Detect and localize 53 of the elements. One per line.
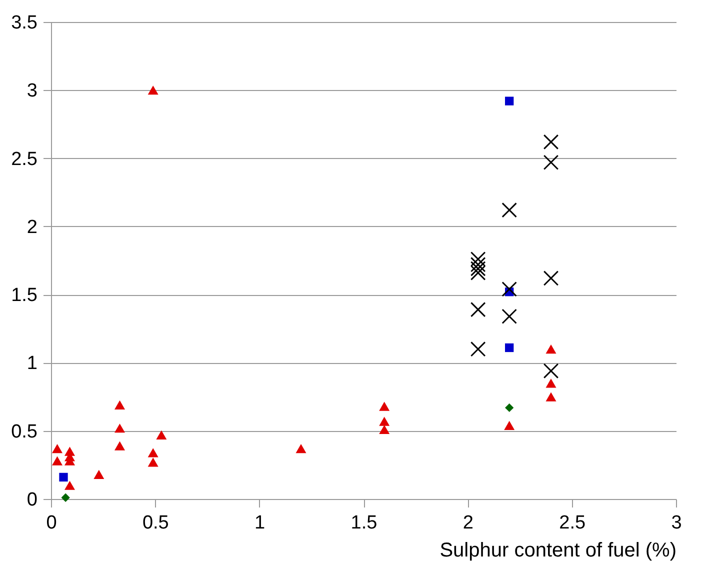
point <box>52 456 62 466</box>
point <box>379 416 390 426</box>
point <box>504 420 515 430</box>
point <box>543 154 559 170</box>
point <box>502 202 517 218</box>
point <box>470 251 486 267</box>
x-tick-label: 2 <box>462 512 474 534</box>
point <box>470 341 486 357</box>
point <box>502 308 517 324</box>
x-tick-label: 3 <box>671 512 682 534</box>
y-tick-label: 1.5 <box>11 285 38 306</box>
point <box>94 470 104 480</box>
point <box>59 472 68 482</box>
x-tick-label: 0 <box>46 512 57 534</box>
x-tick-label: 1.5 <box>350 512 378 534</box>
point <box>61 493 70 502</box>
x-tick-label: 2.5 <box>559 512 586 534</box>
point <box>296 444 306 454</box>
point <box>543 270 559 286</box>
point <box>64 480 75 490</box>
point <box>470 256 486 272</box>
x-tick-label: 0.5 <box>142 512 169 534</box>
point <box>502 281 517 297</box>
point <box>470 302 486 318</box>
point <box>546 378 556 388</box>
y-tick-label: 1 <box>26 353 38 374</box>
x-tick-label: 1 <box>254 512 266 534</box>
x-axis-title: Sulphur content of fuel (%) <box>440 540 676 562</box>
y-tick-label: 0.5 <box>11 421 38 442</box>
point <box>52 444 62 454</box>
y-tick-label: 2 <box>26 216 38 238</box>
y-tick-label: 2.5 <box>11 148 38 170</box>
y-tick-label: 0 <box>26 490 38 510</box>
point <box>148 458 158 467</box>
y-tick-label: 3 <box>26 80 38 102</box>
point <box>379 424 390 434</box>
point <box>505 343 514 352</box>
point <box>470 261 486 276</box>
point <box>148 86 158 95</box>
point <box>148 448 158 458</box>
point <box>543 134 559 150</box>
point <box>156 430 167 440</box>
y-tick-label: 3.5 <box>11 12 38 34</box>
point <box>543 363 559 379</box>
point <box>546 344 556 354</box>
point <box>505 403 514 412</box>
point <box>114 441 125 450</box>
point <box>114 424 125 433</box>
point <box>546 392 556 402</box>
point <box>470 265 486 280</box>
point <box>505 96 514 106</box>
point <box>379 402 390 411</box>
point <box>114 400 125 410</box>
